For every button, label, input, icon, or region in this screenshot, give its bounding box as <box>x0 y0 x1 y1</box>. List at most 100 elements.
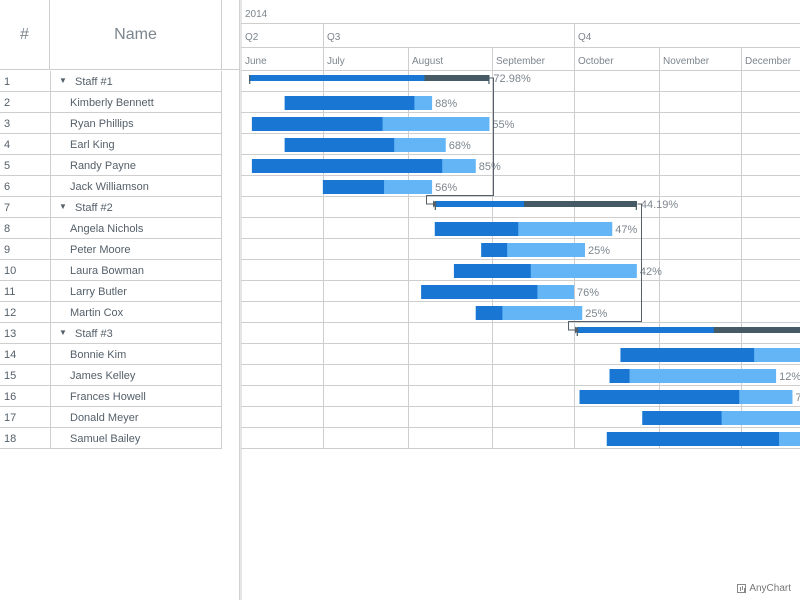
task-progress-label: 85% <box>479 161 501 173</box>
grid-row[interactable]: 12 Martin Cox <box>0 302 222 323</box>
group-progress-bar[interactable] <box>434 201 525 207</box>
task-bar[interactable] <box>609 369 777 383</box>
column-divider <box>50 260 51 281</box>
column-divider <box>221 302 222 323</box>
task-progress-bar[interactable] <box>481 243 508 257</box>
credits[interactable]: AnyChart <box>737 583 791 594</box>
grid-row[interactable]: 16 Frances Howell <box>0 386 222 407</box>
grid-group-row[interactable]: 13 ▼ Staff #3 <box>0 323 222 344</box>
column-divider <box>221 113 222 134</box>
name-column-header[interactable]: Name <box>50 0 222 70</box>
task-progress-bar[interactable] <box>609 369 630 383</box>
anychart-logo-icon <box>737 584 747 593</box>
connector-arrow-icon <box>433 200 437 208</box>
task-progress-label: 25% <box>588 245 610 257</box>
grid-row[interactable]: 2 Kimberly Bennett <box>0 92 222 113</box>
column-divider <box>221 281 222 302</box>
grid-timeline-splitter[interactable] <box>239 0 242 600</box>
task-progress-label: 88% <box>435 98 457 110</box>
collapse-triangle-icon[interactable]: ▼ <box>59 76 67 85</box>
row-number: 14 <box>4 349 17 361</box>
task-progress-bar[interactable] <box>284 96 415 110</box>
task-progress-label: 68% <box>449 140 471 152</box>
resource-name: Jack Williamson <box>70 181 149 193</box>
task-progress-bar[interactable] <box>322 180 385 194</box>
task-progress-bar[interactable] <box>475 306 503 320</box>
column-divider <box>50 239 51 260</box>
task-progress-bar[interactable] <box>606 432 780 446</box>
group-progress-label: 44.19% <box>641 199 679 211</box>
task-progress-label: 47% <box>615 224 637 236</box>
grid-row[interactable]: 14 Bonnie Kim <box>0 344 222 365</box>
column-divider <box>50 176 51 197</box>
column-divider <box>221 71 222 92</box>
group-bar[interactable] <box>434 201 637 207</box>
group-progress-bar[interactable] <box>576 327 714 333</box>
task-progress-label: 55% <box>492 119 514 131</box>
resource-name: James Kelley <box>70 370 136 382</box>
grid-group-row[interactable]: 7 ▼ Staff #2 <box>0 197 222 218</box>
grid-row[interactable]: 17 Donald Meyer <box>0 407 222 428</box>
grid-row[interactable]: 4 Earl King <box>0 134 222 155</box>
task-progress-bar[interactable] <box>251 117 383 131</box>
row-number: 12 <box>4 307 17 319</box>
row-number: 7 <box>4 202 11 214</box>
grid-row[interactable]: 9 Peter Moore <box>0 239 222 260</box>
resource-name: Kimberly Bennett <box>70 97 154 109</box>
column-divider <box>221 197 222 218</box>
column-divider <box>221 386 222 407</box>
task-progress-bar[interactable] <box>421 285 538 299</box>
data-grid: # Name 1 ▼ Staff #1 2 Kimberly Bennett 3 Ryan … <box>0 0 240 600</box>
number-column-header[interactable]: # <box>0 0 50 70</box>
grid-row[interactable]: 8 Angela Nichols <box>0 218 222 239</box>
month-label: August <box>412 56 443 67</box>
row-number: 3 <box>4 118 11 130</box>
collapse-triangle-icon[interactable]: ▼ <box>59 328 67 337</box>
task-progress-bar[interactable] <box>579 390 740 404</box>
column-divider <box>221 155 222 176</box>
group-name: Staff #3 <box>75 328 113 340</box>
column-divider <box>50 113 51 134</box>
resource-name: Larry Butler <box>70 286 127 298</box>
grid-row[interactable]: 3 Ryan Phillips <box>0 113 222 134</box>
column-divider <box>221 323 222 344</box>
task-progress-bar[interactable] <box>453 264 531 278</box>
task-progress-bar[interactable] <box>620 348 755 362</box>
grid-row[interactable]: 18 Samuel Bailey <box>0 428 222 449</box>
task-progress-bar[interactable] <box>251 159 443 173</box>
grid-row[interactable]: 15 James Kelley <box>0 365 222 386</box>
group-progress-bar[interactable] <box>249 75 425 81</box>
row-number: 9 <box>4 244 11 256</box>
gantt-timeline[interactable]: 20142015Q2Q3Q4Q1JuneJulyAugustSeptemberO… <box>241 0 800 600</box>
grid-row[interactable]: 6 Jack Williamson <box>0 176 222 197</box>
resource-name: Randy Payne <box>70 160 137 172</box>
credits-label: AnyChart <box>749 583 791 594</box>
task-progress-bar[interactable] <box>284 138 395 152</box>
task-progress-bar[interactable] <box>434 222 519 236</box>
task-progress-bar[interactable] <box>642 411 722 425</box>
row-number: 8 <box>4 223 11 235</box>
task-progress-label: 12% <box>779 371 800 383</box>
task-progress-label: 56% <box>435 182 457 194</box>
resource-name: Ryan Phillips <box>70 118 134 130</box>
column-divider <box>221 176 222 197</box>
column-divider <box>50 323 51 344</box>
grid-group-row[interactable]: 1 ▼ Staff #1 <box>0 71 222 92</box>
resource-name: Earl King <box>70 139 115 151</box>
connector-arrow-icon <box>575 326 579 334</box>
timeline-chart[interactable]: 20142015Q2Q3Q4Q1JuneJulyAugustSeptemberO… <box>241 0 800 600</box>
collapse-triangle-icon[interactable]: ▼ <box>59 202 67 211</box>
resource-name: Martin Cox <box>70 307 124 319</box>
year-label: 2014 <box>245 9 268 20</box>
row-number: 13 <box>4 328 17 340</box>
column-divider <box>50 428 51 449</box>
row-number: 1 <box>4 76 11 88</box>
grid-row[interactable]: 11 Larry Butler <box>0 281 222 302</box>
task-progress-label: 75% <box>795 392 800 404</box>
column-divider <box>221 407 222 428</box>
column-divider <box>221 239 222 260</box>
column-divider <box>50 407 51 428</box>
grid-row[interactable]: 10 Laura Bowman <box>0 260 222 281</box>
row-number: 4 <box>4 139 11 151</box>
grid-row[interactable]: 5 Randy Payne <box>0 155 222 176</box>
